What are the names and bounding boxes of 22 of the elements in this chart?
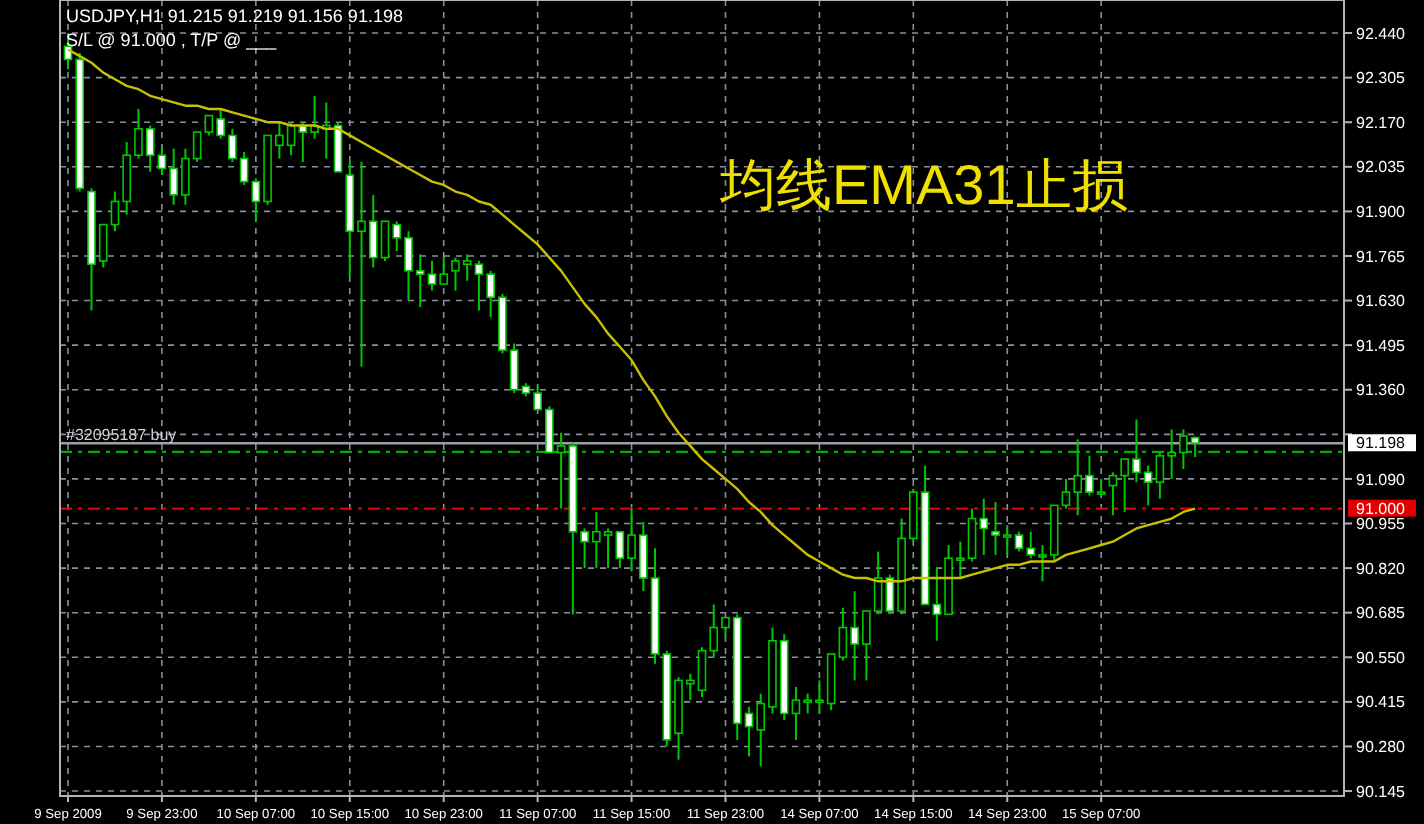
y-tick-label: 92.035 [1356, 158, 1407, 177]
y-tick-label: 90.820 [1356, 559, 1407, 578]
y-tick-label: 91.900 [1356, 202, 1407, 221]
ref-line-label: 91.000 [1356, 499, 1407, 518]
y-tick-label: 90.685 [1356, 604, 1407, 623]
y-tick-label: 90.955 [1356, 515, 1407, 534]
y-tick-label: 92.440 [1356, 24, 1407, 43]
y-tick-label: 91.360 [1356, 381, 1407, 400]
ref-line-label: 91.198 [1356, 434, 1407, 453]
chart-title: USDJPY,H1 91.215 91.219 91.156 91.198 [66, 6, 403, 26]
y-tick-label: 90.145 [1356, 782, 1407, 801]
y-tick-label: 91.495 [1356, 336, 1407, 355]
annotation: 均线EMA31止损 [718, 154, 1128, 216]
y-tick-label: 90.415 [1356, 693, 1407, 712]
y-tick-label: 91.765 [1356, 247, 1407, 266]
y-tick-label: 91.090 [1356, 470, 1407, 489]
y-tick-label: 90.550 [1356, 648, 1407, 667]
y-tick-label: 92.305 [1356, 69, 1407, 88]
y-tick-label: 92.170 [1356, 113, 1407, 132]
ref-line-label: #32095187 buy [66, 425, 177, 444]
y-tick-label: 91.630 [1356, 292, 1407, 311]
y-tick-label: 90.280 [1356, 738, 1407, 757]
